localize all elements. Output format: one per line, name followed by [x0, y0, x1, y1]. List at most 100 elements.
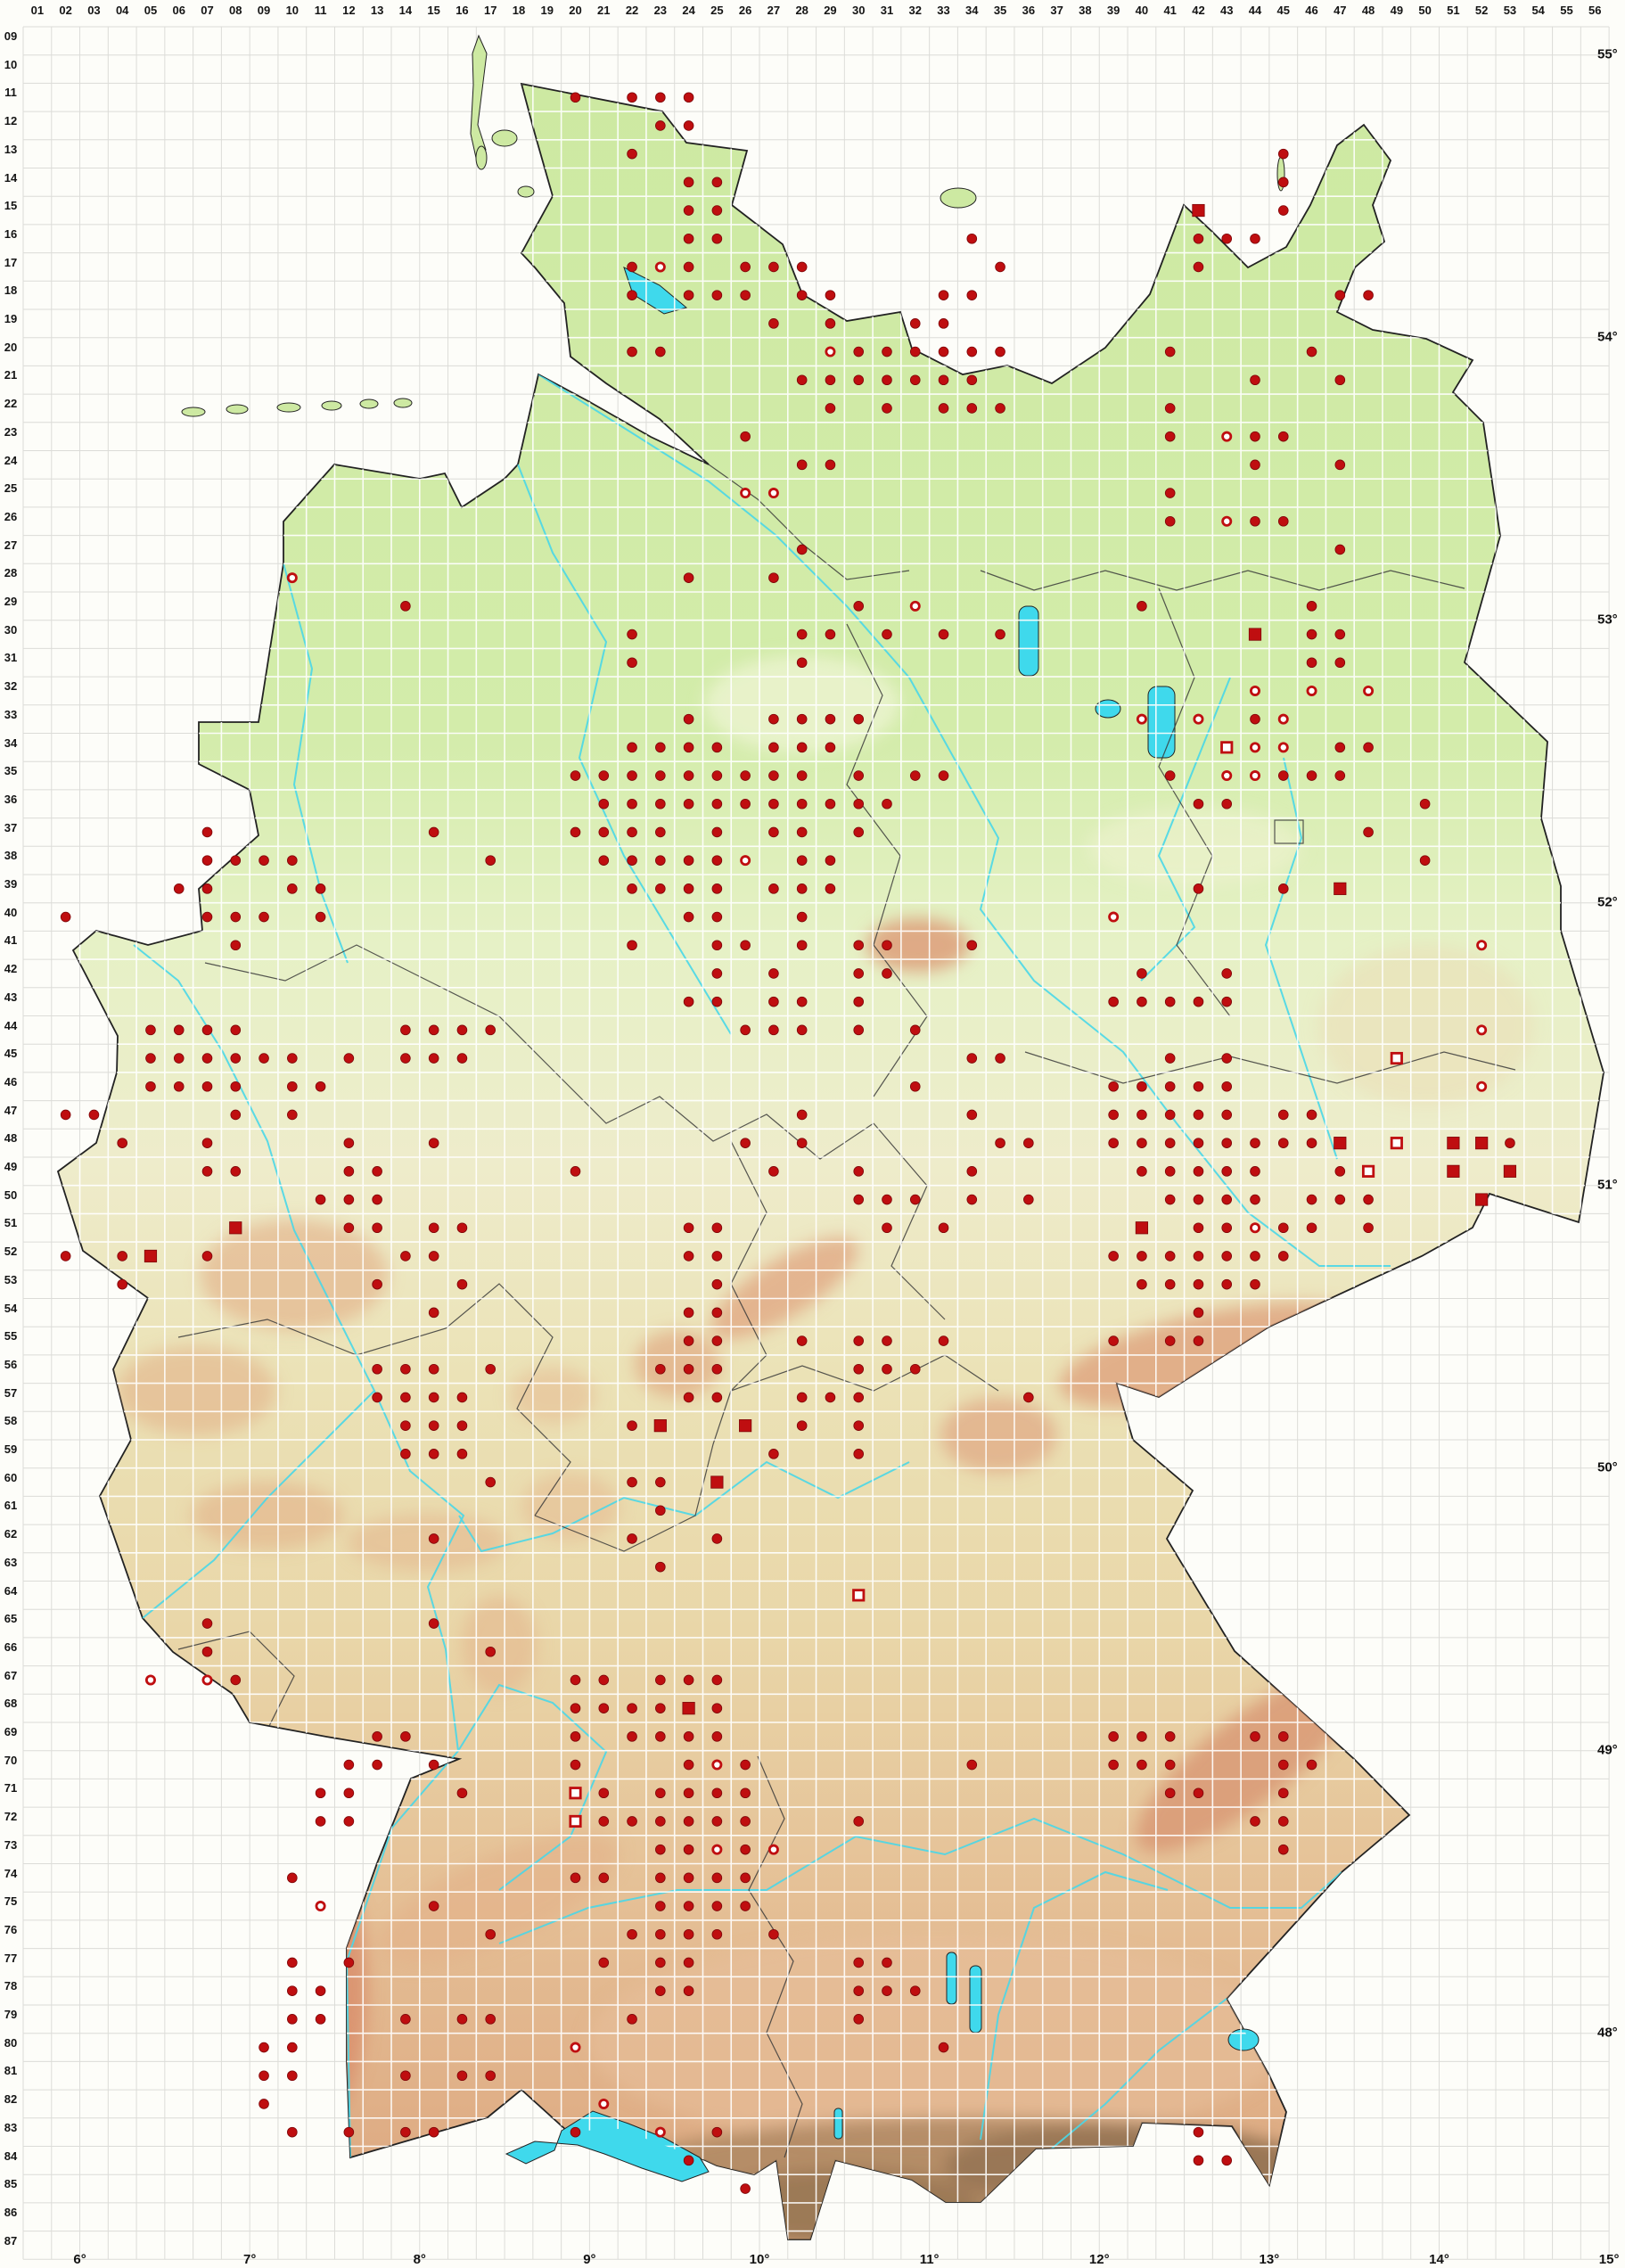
marker-filled-circle — [428, 1533, 439, 1544]
marker-filled-circle — [683, 713, 694, 725]
marker-filled-circle — [1023, 1392, 1034, 1403]
row-label: 75 — [4, 1894, 18, 1909]
marker-filled-circle — [995, 403, 1005, 414]
marker-filled-circle — [909, 374, 921, 386]
marker-filled-circle — [485, 855, 497, 866]
marker-filled-circle — [711, 1335, 723, 1346]
marker-filled-circle — [230, 1053, 242, 1064]
marker-filled-circle — [966, 346, 978, 357]
marker-filled-circle — [853, 1449, 865, 1459]
marker-filled-circle — [1334, 1166, 1346, 1177]
marker-filled-circle — [1334, 742, 1346, 753]
marker-filled-circle — [1193, 1222, 1204, 1234]
marker-filled-circle — [428, 1053, 439, 1064]
row-label: 09 — [4, 29, 18, 43]
marker-filled-circle — [853, 798, 865, 809]
row-label: 21 — [4, 368, 18, 382]
row-label: 34 — [4, 735, 18, 750]
marker-filled-circle — [683, 92, 694, 103]
marker-open-circle — [1249, 742, 1260, 753]
marker-filled-circle — [627, 742, 637, 753]
column-label: 07 — [201, 4, 214, 17]
row-label: 16 — [4, 226, 18, 241]
marker-filled-circle — [287, 1109, 298, 1121]
marker-filled-circle — [343, 2126, 355, 2138]
marker-filled-circle — [655, 798, 666, 809]
marker-filled-circle — [1193, 1194, 1204, 1205]
lake-ammersee — [946, 1952, 957, 2005]
row-label: 23 — [4, 424, 18, 439]
marker-filled-circle — [201, 1024, 213, 1036]
marker-filled-circle — [570, 92, 581, 103]
marker-filled-circle — [1193, 1109, 1204, 1121]
marker-filled-circle — [627, 148, 637, 160]
marker-filled-circle — [1193, 233, 1204, 244]
marker-filled-circle — [428, 1759, 439, 1771]
column-label: 54 — [1531, 4, 1545, 17]
marker-filled-circle — [287, 1872, 298, 1884]
marker-filled-circle — [230, 1081, 242, 1092]
marker-filled-circle — [1250, 459, 1260, 471]
marker-filled-circle — [655, 770, 666, 781]
marker-filled-circle — [570, 1166, 581, 1177]
marker-filled-circle — [1108, 1109, 1119, 1121]
row-label: 32 — [4, 679, 18, 694]
marker-filled-circle — [825, 798, 836, 809]
marker-filled-circle — [201, 1138, 213, 1148]
marker-filled-circle — [343, 1957, 355, 1968]
column-label: 46 — [1305, 4, 1318, 17]
marker-filled-circle — [60, 911, 71, 923]
eifel — [116, 1346, 276, 1435]
marker-filled-circle — [400, 2126, 411, 2138]
marker-filled-circle — [683, 883, 694, 894]
column-label: 31 — [880, 4, 894, 17]
marker-filled-circle — [230, 1674, 242, 1686]
marker-filled-circle — [1193, 1081, 1204, 1092]
marker-filled-circle — [1306, 1222, 1317, 1234]
row-label: 45 — [4, 1047, 18, 1061]
marker-filled-circle — [711, 742, 723, 753]
marker-filled-circle — [456, 2014, 468, 2025]
marker-filled-circle — [60, 1109, 71, 1121]
marker-filled-circle — [655, 92, 666, 103]
marker-filled-circle — [117, 1278, 127, 1290]
marker-filled-circle — [1277, 1816, 1289, 1827]
marker-filled-circle — [853, 826, 865, 838]
marker-filled-circle — [796, 1335, 808, 1346]
marker-filled-circle — [627, 629, 637, 640]
latitude-label: 51° — [1597, 1177, 1618, 1193]
row-label: 40 — [4, 905, 18, 919]
marker-filled-circle — [145, 1053, 156, 1064]
marker-filled-circle — [1164, 1166, 1176, 1177]
marker-filled-circle — [853, 1420, 865, 1431]
marker-filled-circle — [853, 996, 865, 1007]
marker-filled-circle — [598, 770, 610, 781]
marker-filled-circle — [287, 2042, 298, 2053]
marker-filled-circle — [966, 1759, 978, 1771]
lake-forggensee — [833, 2108, 843, 2140]
marker-filled-circle — [882, 1222, 892, 1234]
marker-filled-circle — [1277, 431, 1289, 442]
marker-filled-circle — [201, 1646, 213, 1657]
marker-filled-circle — [627, 1928, 637, 1940]
marker-filled-circle — [1306, 770, 1317, 781]
row-label: 70 — [4, 1753, 18, 1767]
marker-filled-circle — [372, 1166, 382, 1177]
marker-filled-circle — [909, 318, 921, 329]
marker-filled-circle — [598, 826, 610, 838]
marker-filled-circle — [1193, 996, 1204, 1007]
marker-open-circle — [1249, 1222, 1260, 1234]
marker-filled-circle — [1221, 1053, 1233, 1064]
marker-filled-circle — [1419, 855, 1431, 866]
marker-filled-circle — [655, 1985, 666, 1996]
latitude-label: 52° — [1597, 894, 1618, 910]
column-label: 41 — [1163, 4, 1177, 17]
marker-filled-circle — [1137, 1251, 1147, 1261]
marker-filled-circle — [938, 403, 949, 414]
row-label: 43 — [4, 990, 18, 1004]
marker-filled-circle — [938, 1335, 949, 1346]
longitude-label: 9° — [583, 2252, 596, 2267]
marker-filled-circle — [1164, 1335, 1176, 1346]
marker-filled-circle — [796, 883, 808, 894]
marker-filled-circle — [768, 826, 779, 838]
